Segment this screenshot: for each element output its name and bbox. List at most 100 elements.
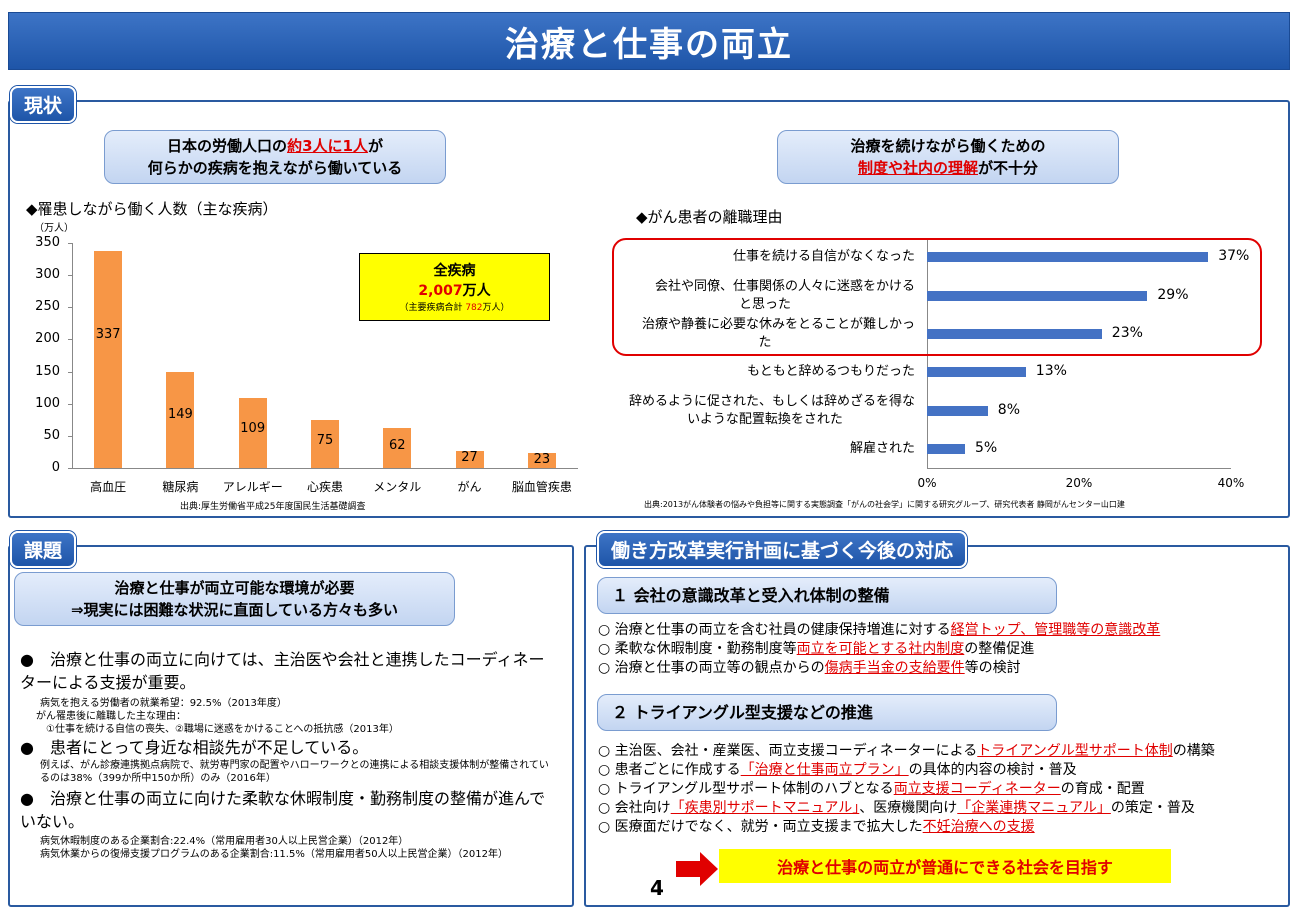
page-title: 治療と仕事の両立 [505, 24, 793, 65]
bar-category-label: 心疾患 [306, 480, 343, 494]
hbar [927, 405, 988, 416]
plan-heading-1: １ 会社の意識改革と受入れ体制の整備 [597, 577, 1057, 614]
pill-highlight: 約3人に1人 [287, 137, 368, 155]
hbar-chart-heading: ◆がん患者の離職理由 [636, 208, 783, 226]
pill-text: 日本の労働人口の [167, 137, 288, 155]
bar-y-tick: 50 [43, 427, 60, 443]
bar-value-label: 337 [95, 327, 121, 343]
hbar-value-label: 8% [997, 401, 1021, 418]
bar-category-label: 糖尿病 [162, 480, 199, 494]
pill-text: ⇒現実には困難な状況に直面している方々も多い [70, 601, 399, 619]
disease-bar-chart: 0 50 100 150 200 250 300 350 337 高血圧 149 糖尿病 109 アレルギ… [0, 0, 600, 519]
bar-y-axis [72, 243, 73, 468]
pill-text: 治療と仕事が両立可能な環境が必要 [114, 579, 355, 597]
plan-item: ○ 患者ごとに作成する「治療と仕事両立プラン」の具体的内容の検討・普及 [598, 762, 1077, 778]
bar-value-label: 27 [461, 450, 478, 466]
hbar [927, 328, 1102, 339]
goal-text: 治療と仕事の両立が普通にできる社会を目指す [777, 858, 1113, 877]
hbar-value-label: 37% [1218, 248, 1250, 265]
bar-y-tick: 0 [51, 460, 60, 475]
bar-y-tick: 100 [35, 395, 60, 411]
total-label: 全疾病 [433, 263, 476, 279]
pill-text: 治療を続けながら働くための [850, 137, 1046, 155]
bar-y-tickmark [68, 403, 72, 405]
bar-y-tickmark [68, 243, 72, 244]
issues-tab: 課題 [10, 531, 77, 568]
plan-item: ○ 治療と仕事の両立等の観点からの傷病手当金の支給要件等の検討 [598, 660, 1021, 676]
total-sub-value: 782 [465, 303, 483, 313]
bar-category-label: 脳血管疾患 [511, 480, 572, 494]
bar-y-tick: 350 [35, 235, 60, 250]
issue-note: 病気を抱える労働者の就業希望：92.5%（2013年度） [40, 698, 287, 709]
bar-category-label: がん [457, 480, 482, 494]
page-title-bar: 治療と仕事の両立 [8, 12, 1290, 70]
bar [383, 428, 412, 468]
issue-note: 例えば、がん診療連携拠点病院で、就労専門家の配置やハローワークとの連携による相談… [40, 760, 549, 784]
bar [311, 419, 339, 468]
plan-list-1: ○ 治療と仕事の両立を含む社員の健康保持増進に対する経営トップ、管理職等の意識改… [598, 621, 1160, 678]
current-status-section [8, 100, 1290, 518]
bar [166, 372, 195, 468]
plan-item: ○ 主治医、会社・産業医、両立支援コーディネーターによるトライアングル型サポート… [598, 743, 1215, 759]
hbar-category-line: 治療や静養に必要な休みをとることが難しかっ [641, 316, 915, 332]
issue-note: がん罹患後に離職した主な理由： [36, 711, 186, 722]
hbar-category-line: 会社や同僚、仕事関係の人々に迷惑をかける [654, 278, 915, 294]
bar-chart-unit: （万人） [34, 223, 74, 234]
issues-list: ● 治療と仕事の両立に向けては、主治医や会社と連携したコーディネーターによる支援… [20, 648, 550, 861]
plan-tab: 働き方改革実行計画に基づく今後の対応 [597, 531, 968, 568]
hbar-category-label: 仕事を続ける自信がなくなった [615, 248, 915, 266]
hbar-category-line: もともと辞めるつもりだった [747, 364, 915, 380]
issue-note: 病気休暇制度のある企業割合:22.4%（常用雇用者30人以上民営企業）（2012… [40, 836, 409, 847]
issue-note: ①仕事を続ける自信の喪失、②職場に迷惑をかけることへの抵抗感（2013年） [46, 724, 399, 735]
pill-text: が [367, 137, 383, 155]
hbar-y-axis [927, 238, 928, 468]
hbar-x-axis [927, 468, 1231, 469]
bar-value-label: 75 [316, 433, 334, 449]
bar-y-tick: 150 [35, 363, 60, 379]
hbar-value-label: 5% [975, 439, 998, 456]
bar-y-tickmark [68, 468, 72, 469]
bar-value-label: 23 [533, 451, 551, 467]
total-sub: 万人） [482, 303, 510, 313]
total-sub: （主要疾病合計 [399, 303, 466, 313]
issue-bullet: ● 治療と仕事の両立に向けては、主治医や会社と連携したコーディネーターによる支援… [20, 650, 545, 692]
hbar-x-tick: 40% [1217, 476, 1245, 490]
plan-heading-text: ２ トライアングル型支援などの推進 [612, 702, 873, 722]
hbar-value-label: 23% [1111, 324, 1143, 341]
issue-bullet: ● 患者にとって身近な相談先が不足している。 [20, 738, 369, 757]
bar [527, 453, 556, 468]
issues-section [8, 545, 574, 907]
hbar-category-line: 解雇された [849, 440, 915, 456]
bar-chart-source: 出典:厚生労働省平成25年度国民生活基礎調査 [180, 502, 366, 512]
bar-value-label: 62 [389, 438, 406, 454]
hbar-chart-source: 出典:2013がん体験者の悩みや負担等に関する実態調査「がんの社会学」に関する研… [644, 500, 1125, 509]
pill-text: 何らかの疾病を抱えながら働いている [147, 159, 403, 177]
hbar-category-label: 治療や静養に必要な休みをとることが難しかった [615, 316, 915, 352]
bar-value-label: 109 [240, 421, 266, 437]
current-status-tab: 現状 [10, 86, 77, 123]
hbar-category-label: もともと辞めるつもりだった [615, 363, 915, 381]
bar-y-tickmark [68, 371, 72, 373]
goal-banner: 治療と仕事の両立が普通にできる社会を目指す [719, 849, 1171, 883]
bar-category-label: 高血圧 [90, 480, 127, 494]
total-value: 2,007 [418, 283, 463, 299]
hbar-category-label: 解雇された [615, 440, 915, 458]
hbar-category-line: た [758, 334, 772, 350]
plan-heading-2: ２ トライアングル型支援などの推進 [597, 694, 1057, 731]
hbar [927, 252, 1209, 263]
bar [238, 397, 267, 468]
red-highlight-frame [612, 238, 1262, 356]
pill-text: が不十分 [978, 159, 1039, 177]
issue-bullet: ● 治療と仕事の両立に向けた柔軟な休暇制度・勤務制度の整備が進んでいない。 [20, 789, 546, 831]
hbar-category-label: 辞めるように促された、もしくは辞めざるを得な いような配置転換をされた [615, 393, 915, 429]
bar-chart-heading: ◆罹患しながら働く人数（主な疾病） [26, 200, 278, 218]
plan-item: ○ 会社向け「疾患別サポートマニュアル」、医療機関向け「企業連携マニュアル」の策… [598, 800, 1195, 816]
total-disease-box: 全疾病 2,007万人 （主要疾病合計 782万人） [359, 253, 550, 321]
hbar [927, 443, 965, 454]
pill-highlight: 制度や社内の理解 [857, 159, 978, 177]
system-understanding-pill: 治療を続けながら働くための 制度や社内の理解が不十分 [777, 130, 1119, 184]
issues-pill: 治療と仕事が両立可能な環境が必要 ⇒現実には困難な状況に直面している方々も多い [14, 572, 455, 626]
bar-y-tickmark [68, 435, 72, 437]
hbar-category-line: 仕事を続ける自信がなくなった [732, 249, 915, 265]
hbar-value-label: 13% [1035, 363, 1067, 380]
